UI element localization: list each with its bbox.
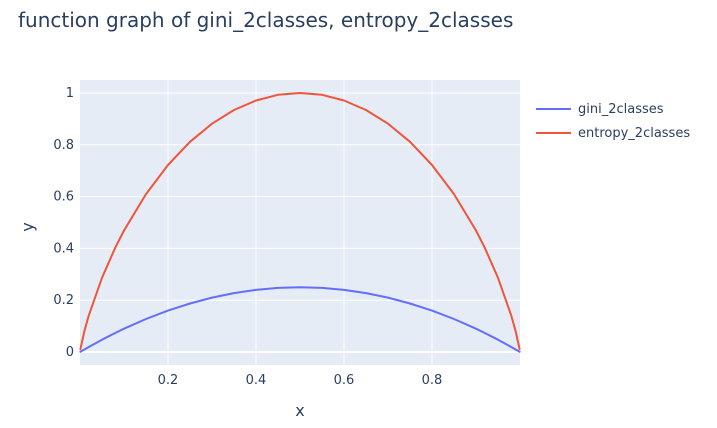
- series-lines: [79, 92, 521, 353]
- x-tick-labels: 0.2 0.4 0.6 0.8: [158, 373, 443, 388]
- y-tick-labels: 0 0.2 0.4 0.6 0.8 1: [53, 86, 74, 360]
- y-tick-label: 0.6: [53, 190, 74, 205]
- legend-label: gini_2classes: [578, 102, 664, 117]
- legend[interactable]: gini_2classes entropy_2classes: [536, 102, 690, 141]
- x-tick-label: 0.4: [246, 373, 267, 388]
- y-tick-label: 0.2: [53, 293, 74, 308]
- x-gridlines: [167, 80, 433, 365]
- legend-item-gini_2classes[interactable]: gini_2classes: [536, 102, 664, 117]
- x-tick-label: 0.8: [422, 373, 443, 388]
- x-tick-label: 0.2: [158, 373, 179, 388]
- series-line-gini_2classes: [79, 286, 521, 353]
- legend-label: entropy_2classes: [578, 126, 690, 141]
- y-tick-label: 0: [66, 345, 74, 360]
- y-tick-label: 0.8: [53, 138, 74, 153]
- legend-item-entropy_2classes[interactable]: entropy_2classes: [536, 126, 690, 141]
- y-axis-title: y: [18, 222, 37, 231]
- chart-title: function graph of gini_2classes, entropy…: [18, 8, 514, 32]
- series-line-entropy_2classes: [79, 92, 521, 351]
- x-axis-title: x: [295, 401, 304, 420]
- plot-background: [80, 80, 520, 365]
- x-tick-label: 0.6: [334, 373, 355, 388]
- y-tick-label: 1: [66, 86, 74, 101]
- y-tick-label: 0.4: [53, 241, 74, 256]
